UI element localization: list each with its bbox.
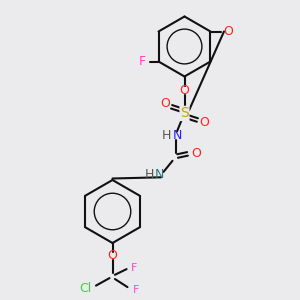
Text: N: N [172,129,182,142]
Text: O: O [223,25,233,38]
Text: Cl: Cl [80,282,92,295]
Text: H: H [162,129,171,142]
Text: O: O [180,84,189,98]
Text: O: O [199,116,209,130]
Text: N: N [155,168,165,182]
Text: O: O [108,249,117,262]
Text: F: F [139,55,145,68]
Text: H: H [144,168,154,182]
Text: F: F [131,262,138,273]
Text: S: S [180,106,189,120]
Text: F: F [133,285,139,295]
Text: O: O [160,97,170,110]
Text: O: O [192,147,201,161]
